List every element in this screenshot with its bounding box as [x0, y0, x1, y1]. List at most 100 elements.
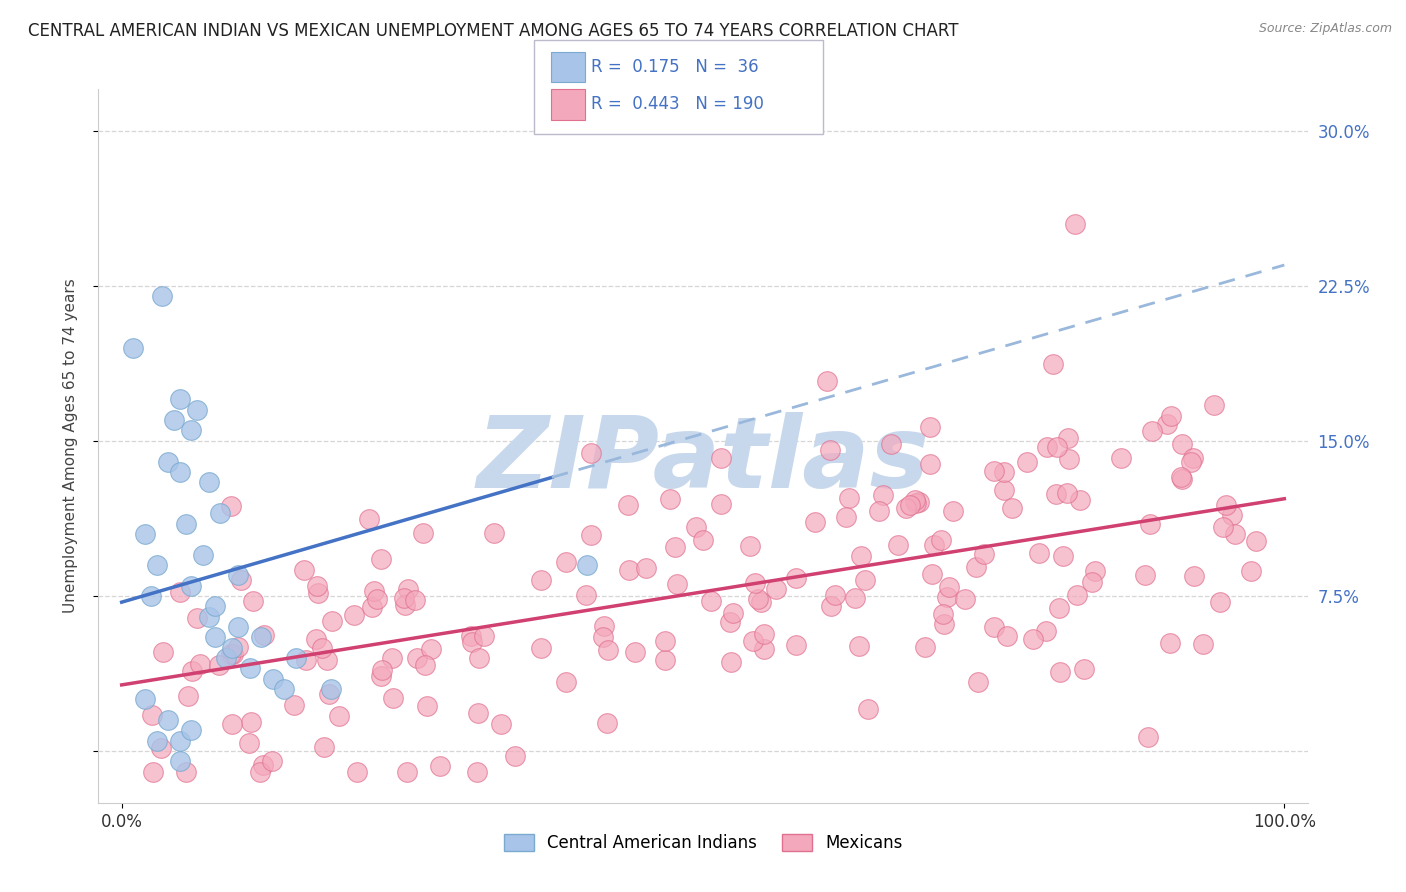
Point [239, 661, 262, 675]
Point [169, 465, 191, 479]
Point [738, 539, 761, 553]
Point [872, 488, 894, 502]
Point [1170, 436, 1192, 450]
Point [312, 740, 335, 755]
Point [720, 655, 742, 669]
Point [174, 516, 197, 531]
Point [685, 520, 707, 534]
Point [219, 647, 242, 661]
Point [1042, 357, 1064, 371]
Point [242, 594, 264, 608]
Point [710, 451, 733, 466]
Point [575, 588, 598, 602]
Point [394, 598, 416, 612]
Point [1111, 451, 1133, 466]
Point [221, 717, 243, 731]
Point [1182, 451, 1205, 466]
Point [1191, 637, 1213, 651]
Point [174, 764, 197, 779]
Point [718, 615, 741, 630]
Point [924, 537, 946, 551]
Point [307, 586, 329, 600]
Point [157, 713, 180, 727]
Point [1182, 569, 1205, 583]
Point [965, 560, 987, 574]
Point [1056, 486, 1078, 500]
Point [163, 413, 186, 427]
Point [953, 591, 976, 606]
Point [818, 443, 841, 458]
Point [149, 741, 172, 756]
Point [366, 592, 388, 607]
Point [204, 630, 226, 644]
Point [938, 580, 960, 594]
Point [741, 634, 763, 648]
Point [198, 475, 221, 490]
Point [467, 651, 489, 665]
Point [467, 706, 489, 720]
Point [721, 606, 744, 620]
Point [785, 570, 807, 584]
Point [849, 549, 872, 563]
Point [1000, 500, 1022, 515]
Point [747, 591, 769, 606]
Point [815, 375, 838, 389]
Point [752, 642, 775, 657]
Point [848, 640, 870, 654]
Point [319, 681, 342, 696]
Point [346, 764, 368, 779]
Point [413, 657, 436, 672]
Point [579, 528, 602, 542]
Point [596, 715, 619, 730]
Point [894, 500, 917, 515]
Point [1180, 455, 1202, 469]
Point [654, 634, 676, 648]
Point [1047, 600, 1070, 615]
Point [186, 611, 208, 625]
Point [186, 402, 208, 417]
Point [934, 617, 956, 632]
Point [765, 582, 787, 597]
Point [749, 594, 772, 608]
Point [804, 515, 827, 529]
Point [1133, 568, 1156, 582]
Point [654, 652, 676, 666]
Point [472, 629, 495, 643]
Point [593, 619, 616, 633]
Point [744, 575, 766, 590]
Point [700, 594, 723, 608]
Point [710, 497, 733, 511]
Point [905, 496, 928, 510]
Point [530, 573, 553, 587]
Point [253, 627, 276, 641]
Point [404, 593, 426, 607]
Point [396, 582, 419, 597]
Point [343, 608, 366, 623]
Point [942, 504, 965, 518]
Point [983, 620, 1005, 634]
Point [371, 663, 394, 677]
Point [995, 629, 1018, 643]
Point [363, 583, 385, 598]
Point [1080, 574, 1102, 589]
Point [1140, 424, 1163, 438]
Point [636, 560, 658, 574]
Point [993, 465, 1015, 479]
Point [370, 668, 392, 682]
Point [226, 640, 249, 654]
Point [785, 638, 807, 652]
Point [169, 755, 191, 769]
Point [1069, 492, 1091, 507]
Point [152, 645, 174, 659]
Point [180, 424, 202, 438]
Point [658, 491, 681, 506]
Point [1204, 399, 1226, 413]
Point [555, 675, 578, 690]
Point [215, 651, 238, 665]
Point [1159, 636, 1181, 650]
Point [262, 672, 284, 686]
Point [967, 674, 990, 689]
Point [249, 764, 271, 779]
Point [208, 657, 231, 672]
Point [292, 563, 315, 577]
